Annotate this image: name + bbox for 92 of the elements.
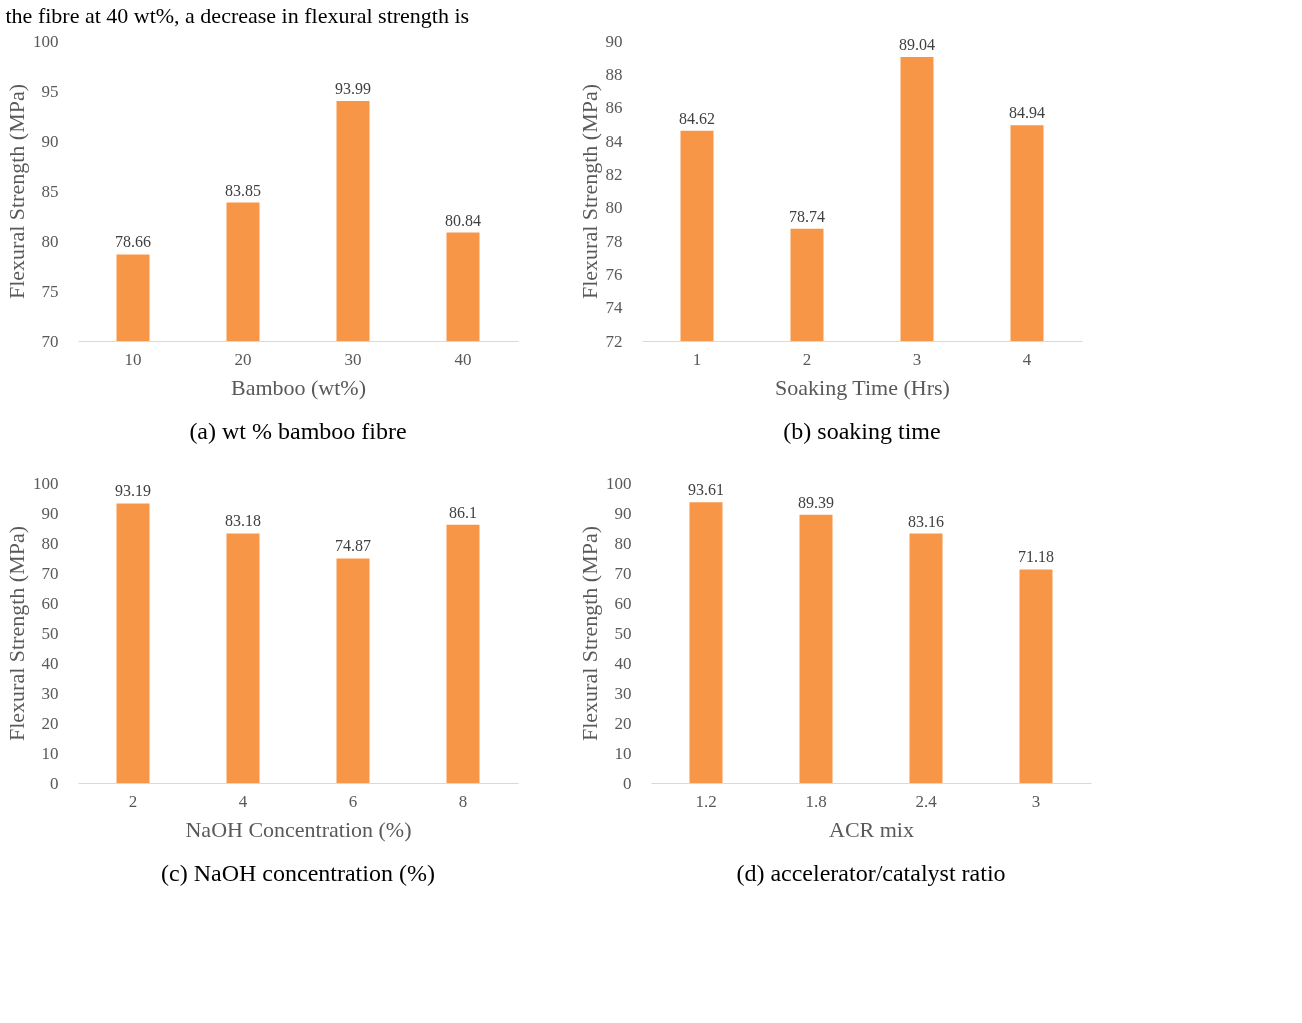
y-tick-label: 95 (41, 81, 59, 101)
y-tick-label: 40 (614, 653, 632, 673)
y-tick-label: 90 (614, 503, 632, 523)
y-tick-label: 84 (605, 131, 623, 151)
y-tick-label: 74 (605, 298, 623, 318)
y-axis-title: Flexural Strength (MPa) (4, 525, 29, 742)
y-tick-label: 82 (605, 164, 623, 184)
y-tick-label: 100 (606, 473, 632, 493)
bar (446, 524, 480, 783)
y-tick-label: 10 (41, 743, 59, 763)
x-axis-title: Bamboo (wt%) (230, 374, 367, 400)
y-tick-label: 76 (605, 264, 623, 284)
x-tick-label: 6 (348, 791, 358, 811)
data-label: 78.74 (789, 207, 825, 225)
y-tick-label: 88 (605, 64, 623, 84)
y-tick-label: 100 (33, 31, 59, 51)
y-tick-label: 70 (41, 563, 59, 583)
y-tick-label: 0 (50, 773, 59, 793)
y-tick-label: 60 (614, 593, 632, 613)
data-label: 86.1 (449, 503, 477, 521)
y-tick-label: 100 (33, 473, 59, 493)
y-tick-label: 72 (605, 331, 623, 351)
x-tick-label: 4 (238, 791, 248, 811)
x-tick-label: 30 (344, 349, 362, 369)
data-label: 74.87 (335, 537, 371, 555)
bar (909, 533, 943, 783)
y-tick-label: 80 (605, 198, 623, 218)
x-axis-title: NaOH Concentration (%) (185, 816, 412, 842)
x-tick-label: 10 (124, 349, 142, 369)
y-tick-label: 50 (614, 623, 632, 643)
bar (689, 502, 723, 783)
y-tick-label: 0 (623, 773, 632, 793)
y-tick-label: 90 (605, 31, 623, 51)
x-tick-label: 3 (912, 349, 922, 369)
x-tick-label: 4 (1022, 349, 1032, 369)
bar (226, 533, 260, 783)
x-tick-label: 40 (454, 349, 472, 369)
text: the fibre at 40 wt%, a decrease in flexural strength is (5, 3, 470, 28)
y-tick-label: 86 (605, 98, 623, 118)
x-tick-label: 1 (692, 349, 702, 369)
y-tick-label: 90 (41, 503, 59, 523)
y-tick-label: 90 (41, 131, 59, 151)
data-label: 71.18 (1018, 548, 1054, 566)
y-tick-label: 80 (41, 533, 59, 553)
data-label: 83.18 (225, 512, 261, 530)
x-tick-label: 2 (802, 349, 812, 369)
y-tick-label: 80 (41, 231, 59, 251)
bar (116, 503, 150, 783)
data-label: 80.84 (445, 211, 481, 229)
y-tick-label: 70 (41, 331, 59, 351)
data-label: 89.04 (899, 36, 935, 53)
y-tick-label: 70 (614, 563, 632, 583)
y-axis-title: Flexural Strength (MPa) (577, 525, 602, 742)
data-label: 84.62 (679, 109, 715, 127)
y-axis-title: Flexural Strength (MPa) (576, 83, 602, 300)
y-tick-label: 60 (41, 593, 59, 613)
data-label: 83.85 (225, 181, 261, 199)
data-label: 83.16 (908, 512, 944, 530)
y-tick-label: 80 (614, 533, 632, 553)
y-tick-label: 85 (41, 181, 59, 201)
y-tick-label: 20 (614, 713, 632, 733)
y-tick-label: 30 (614, 683, 632, 703)
text: (c) NaOH concentration (%) (161, 860, 435, 886)
y-tick-label: 10 (614, 743, 632, 763)
y-tick-label: 40 (41, 653, 59, 673)
data-label: 93.61 (688, 481, 724, 499)
data-label: 93.99 (335, 80, 371, 98)
data-label: 89.39 (798, 493, 834, 511)
text: (b) soaking time (783, 418, 941, 444)
x-axis-title: Soaking Time (Hrs) (775, 374, 950, 400)
y-tick-label: 20 (41, 713, 59, 733)
x-tick-label: 20 (234, 349, 252, 369)
x-tick-label: 2 (128, 791, 138, 811)
x-tick-label: 2.4 (915, 791, 938, 811)
x-tick-label: 3 (1031, 791, 1041, 811)
bar (799, 514, 833, 783)
data-label: 93.19 (115, 482, 151, 500)
data-label: 78.66 (115, 233, 151, 251)
x-tick-label: 8 (458, 791, 468, 811)
bar (336, 558, 370, 783)
x-tick-label: 1.2 (695, 791, 717, 811)
y-tick-label: 50 (41, 623, 59, 643)
y-tick-label: 30 (41, 683, 59, 703)
y-axis-title: Flexural Strength (MPa) (4, 83, 29, 300)
y-tick-label: 75 (41, 281, 59, 301)
data-label: 84.94 (1009, 104, 1045, 122)
x-axis-title: ACR mix (829, 816, 914, 842)
x-tick-label: 1.8 (805, 791, 827, 811)
y-tick-label: 78 (605, 231, 623, 251)
bar (1019, 569, 1053, 783)
text: (a) wt % bamboo fibre (189, 418, 407, 444)
text: (d) accelerator/catalyst ratio (736, 860, 1006, 886)
